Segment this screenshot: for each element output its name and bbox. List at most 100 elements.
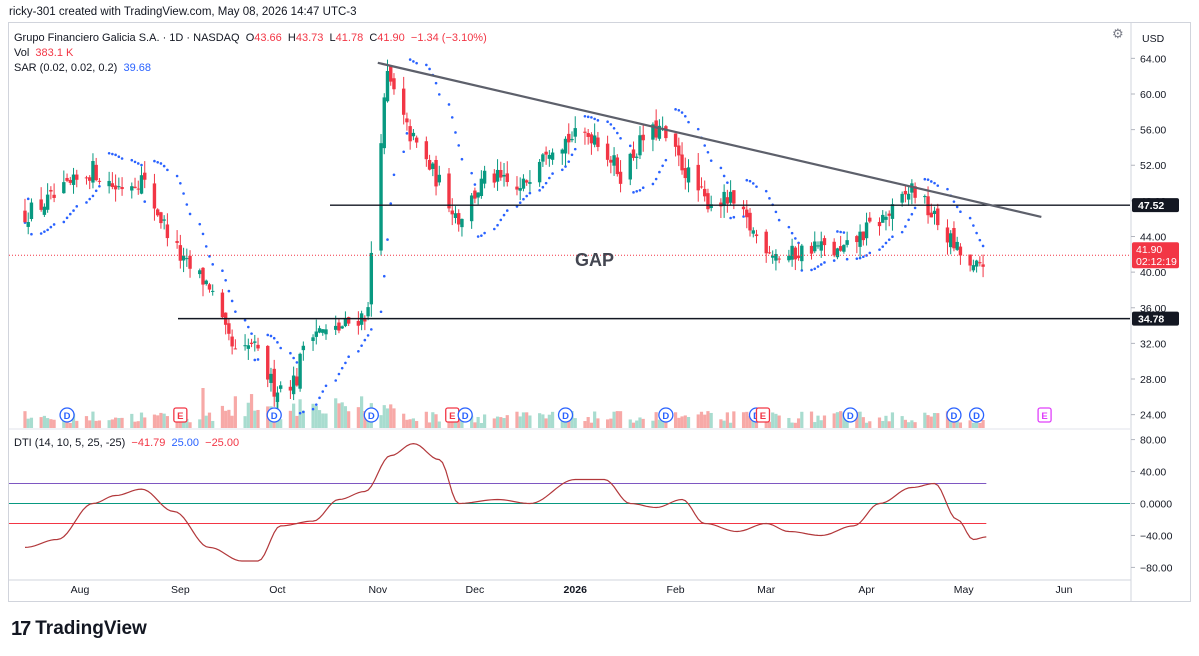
sar-dot [832, 259, 836, 262]
legend-symbol[interactable]: Grupo Financiero Galicia S.A. · 1D · NAS… [14, 32, 240, 44]
candle-body [291, 375, 296, 395]
candle-body [855, 236, 859, 243]
settings-gear-icon[interactable]: ⚙ [1112, 26, 1124, 41]
dividend-event-label: D [368, 411, 375, 422]
sar-dot [687, 120, 690, 124]
sar-dot [800, 269, 804, 272]
candle-body [573, 128, 577, 137]
candle-body [528, 182, 532, 184]
candle-body [790, 245, 794, 260]
candle-body [793, 247, 798, 260]
volume-bar [340, 402, 344, 428]
candle-body [269, 373, 273, 383]
volume-bar [586, 417, 590, 428]
candle-body [457, 213, 461, 225]
candle-body [903, 190, 908, 195]
sar-dot [98, 184, 101, 188]
volume-bar [615, 411, 619, 428]
legend-high-label: H [287, 32, 296, 44]
volume-bar [363, 411, 367, 428]
legend-dti-label[interactable]: DTI (14, 10, 5, 25, -25) [14, 437, 126, 449]
volume-bar [279, 419, 283, 428]
volume-bar [356, 407, 360, 428]
volume-bar [460, 419, 464, 428]
volume-bar [120, 417, 124, 428]
dti-tick-label: −40.00 [1140, 530, 1173, 542]
sar-dot [143, 200, 147, 203]
sar-dot [493, 227, 496, 231]
volume-bar [230, 415, 234, 428]
candle-body [473, 190, 477, 199]
sar-dot [816, 265, 820, 268]
sar-dot [926, 178, 930, 181]
candle-body [913, 186, 917, 198]
volume-bar [884, 415, 888, 428]
volume-bar [673, 412, 678, 428]
candle-body [389, 66, 393, 82]
sar-dot [460, 157, 464, 161]
volume-bar [52, 419, 56, 428]
legend-vol-label[interactable]: Vol [14, 47, 30, 59]
volume-bar [813, 422, 817, 428]
earnings-event-label: E [177, 411, 183, 422]
volume-bar [877, 417, 882, 428]
sar-dot [107, 151, 111, 155]
sar-dot [755, 185, 758, 188]
candle-body [411, 132, 416, 137]
sar-dot [813, 267, 817, 271]
sar-dot [198, 222, 202, 226]
volume-bar [706, 411, 710, 428]
volume-bar [547, 414, 551, 428]
candle-body [385, 70, 390, 102]
dividend-event-label: D [951, 411, 958, 422]
candle-body [958, 246, 963, 256]
candle-body [936, 208, 940, 226]
candle-body [343, 318, 348, 327]
time-tick-label: 2026 [564, 584, 588, 596]
sar-dot [658, 170, 661, 174]
candle-body [139, 175, 144, 194]
sar-dot [357, 349, 360, 353]
volume-bar [832, 413, 836, 428]
candle-body [877, 221, 882, 227]
volume-bar [292, 403, 296, 428]
candle-body [437, 174, 441, 183]
sar-dot [616, 131, 619, 135]
candle-body [314, 331, 318, 337]
volume-bar [317, 410, 322, 428]
candle-body [570, 138, 574, 141]
legend-sar-label[interactable]: SAR (0.02, 0.02, 0.2) [14, 62, 118, 74]
tradingview-logo[interactable]: 17 TradingView [11, 618, 147, 640]
sar-dot [496, 223, 499, 227]
chart-header: ricky-301 created with TradingView.com, … [0, 0, 1199, 22]
candle-body [978, 262, 982, 264]
candle-body [246, 345, 251, 349]
candle-body [596, 137, 600, 147]
sar-dot [955, 205, 959, 209]
candle-body [233, 348, 238, 350]
volume-bar [703, 414, 707, 428]
volume-bar [136, 421, 140, 428]
sar-dot [347, 355, 350, 359]
sar-dot [768, 197, 771, 200]
volume-bar [767, 421, 772, 428]
candle-body [434, 159, 438, 187]
sar-dot [276, 341, 279, 344]
sar-dot [641, 186, 645, 190]
candle-body [317, 328, 322, 333]
candle-body [117, 186, 121, 188]
sar-dot [900, 230, 904, 234]
sar-dot [318, 396, 321, 400]
sar-dot [337, 372, 341, 376]
volume-bar [314, 405, 318, 428]
volume-bar [49, 419, 53, 428]
legend-open-value: 43.66 [254, 32, 282, 44]
sar-dot [810, 268, 813, 272]
sar-dot [389, 202, 393, 205]
volume-bar [334, 398, 338, 428]
candle-body [615, 157, 620, 175]
sar-dot [269, 334, 273, 338]
dividend-event-label: D [973, 411, 980, 422]
earnings-event-marker [173, 407, 188, 423]
